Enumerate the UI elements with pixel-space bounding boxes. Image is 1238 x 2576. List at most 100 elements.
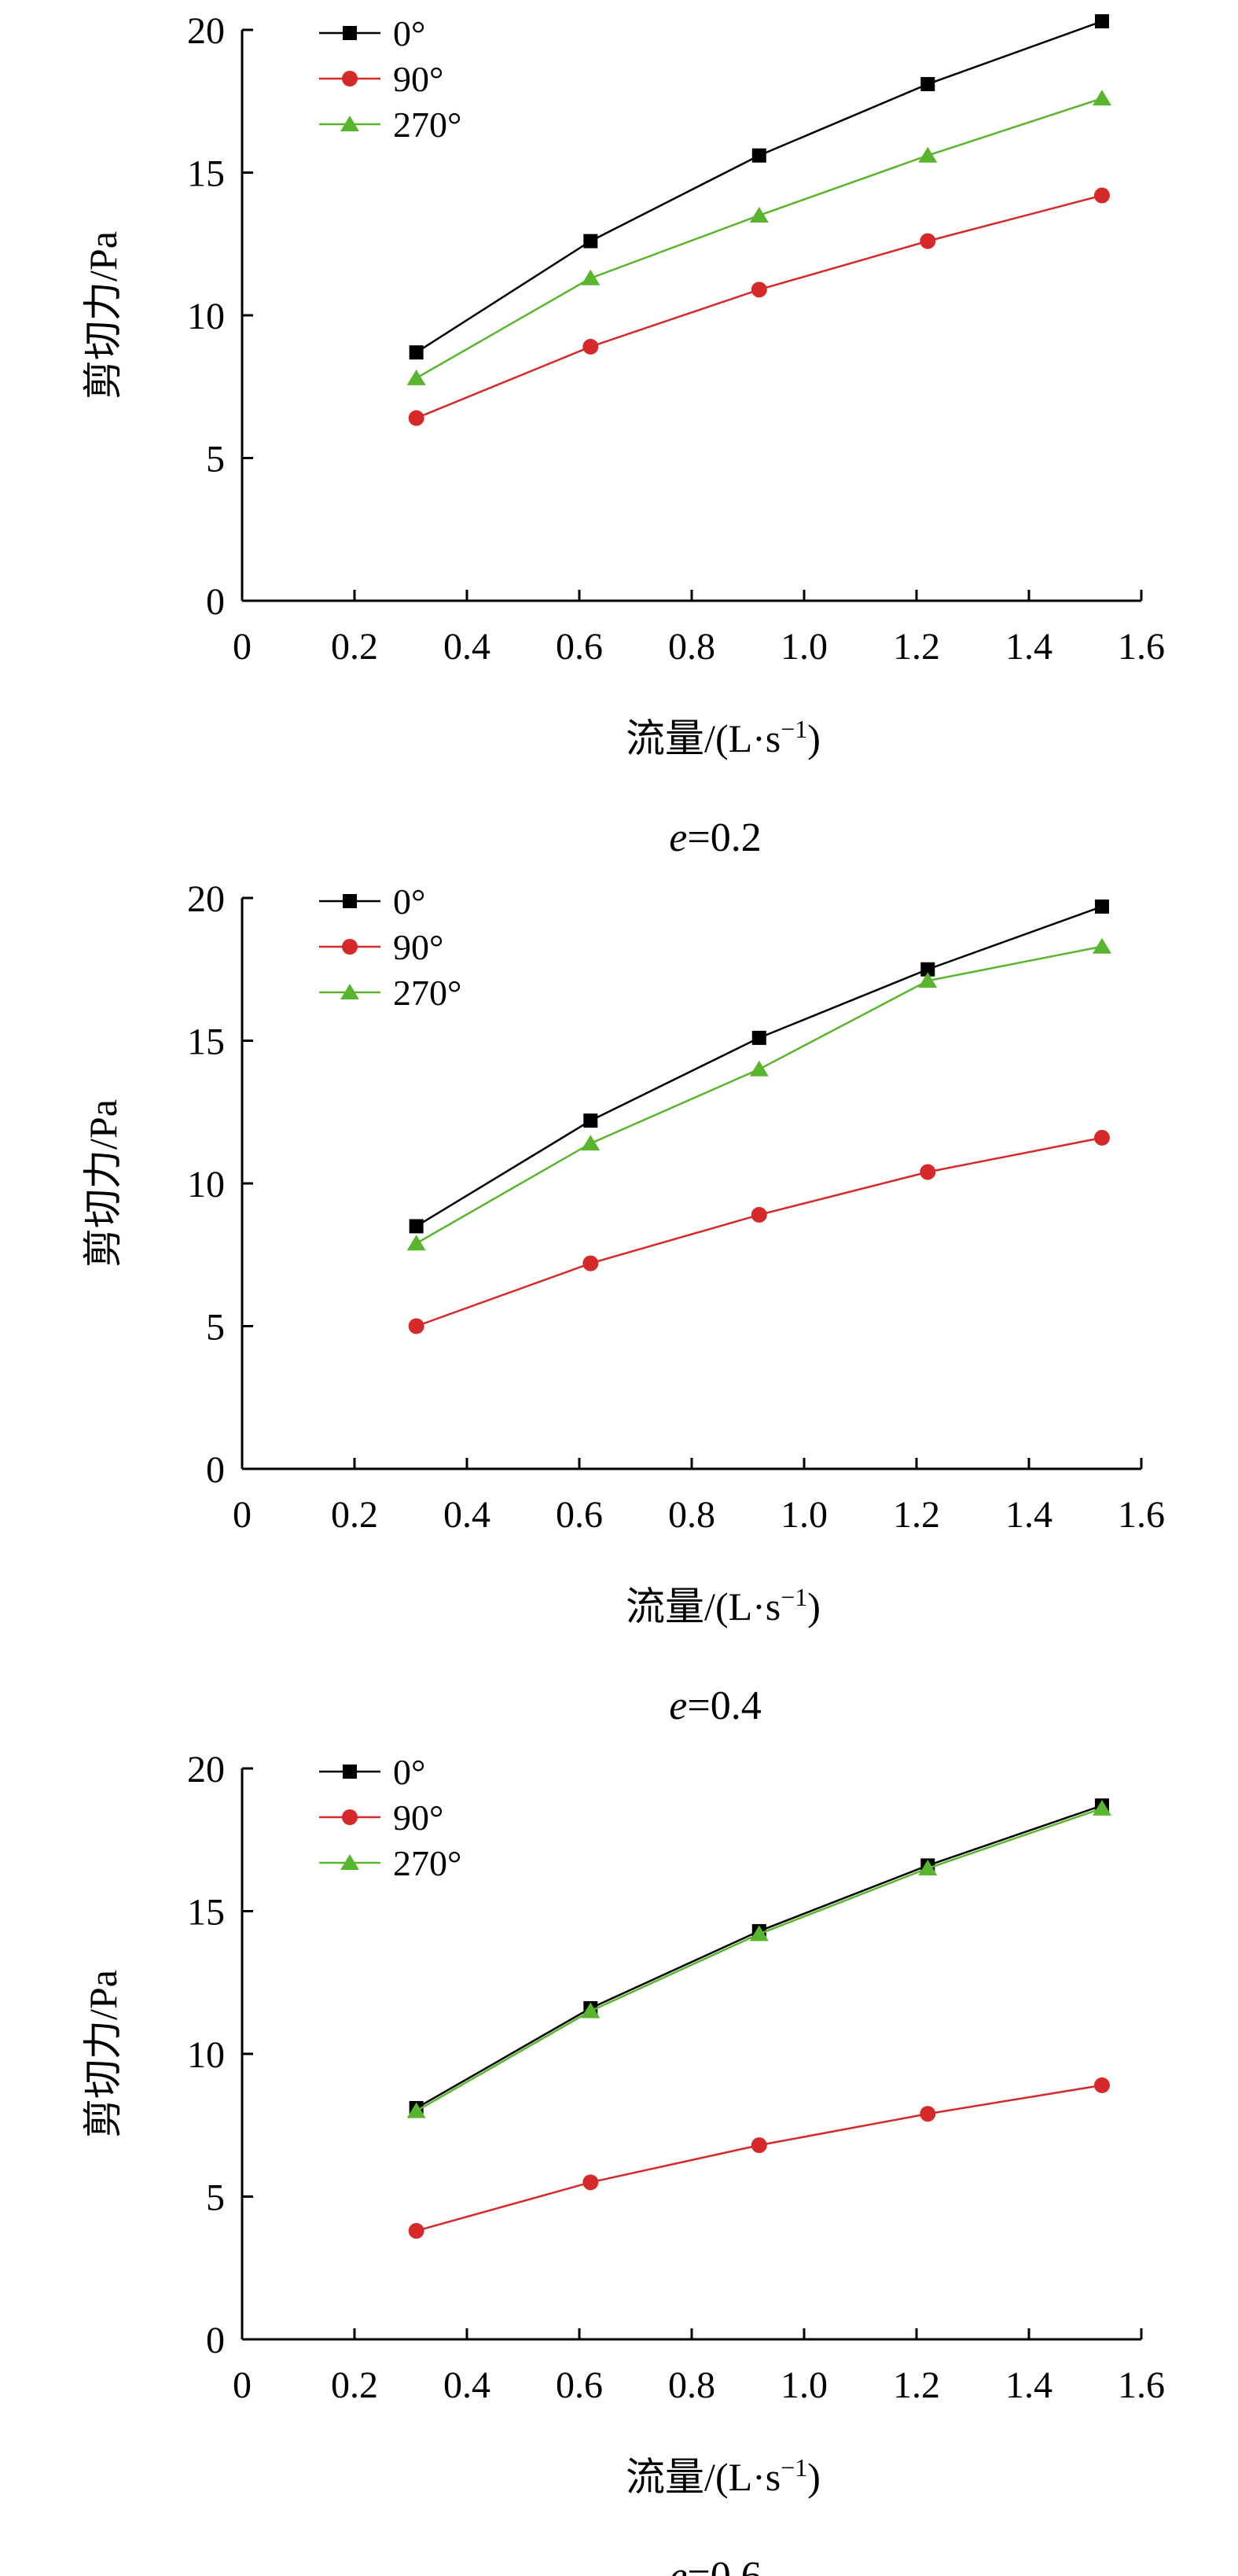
series-line bbox=[415, 20, 1103, 354]
legend-label: 0° bbox=[393, 1752, 425, 1792]
x-tick-label: 0.2 bbox=[331, 2364, 378, 2406]
data-point bbox=[1093, 2077, 1110, 2093]
chart-panel-2: 0 5 10 15 20 0 0.2 0.4 0.6 0.8 1.0 1.2 1.4 1.6 剪切力/Pa 流… bbox=[81, 878, 1165, 1728]
data-point bbox=[749, 206, 769, 223]
x-tick-label: 1.6 bbox=[1118, 1494, 1165, 1536]
x-tick-label: 1.4 bbox=[1005, 1494, 1052, 1536]
x-tick-label: 0.4 bbox=[443, 2364, 490, 2406]
data-point bbox=[582, 1255, 599, 1271]
legend-label: 270° bbox=[393, 1843, 461, 1883]
data-point bbox=[1092, 1799, 1111, 1816]
legend-marker bbox=[340, 984, 359, 999]
data-point bbox=[582, 338, 599, 355]
series-line bbox=[416, 1807, 1103, 2112]
y-axis-title: 剪切力/Pa bbox=[81, 1970, 125, 2138]
y-tick-label: 10 bbox=[187, 1164, 225, 1205]
data-point bbox=[582, 2174, 599, 2191]
y-tick-label: 20 bbox=[187, 10, 225, 52]
y-tick-label: 20 bbox=[187, 1749, 225, 1790]
y-axis-title: 剪切力/Pa bbox=[81, 231, 125, 399]
x-tick-label: 1.2 bbox=[893, 2364, 940, 2406]
series-line bbox=[416, 1136, 1103, 1327]
data-point bbox=[751, 282, 767, 298]
x-tick-label: 1.2 bbox=[893, 626, 940, 668]
x-tick-label: 1.6 bbox=[1118, 626, 1165, 668]
series-0 bbox=[409, 14, 1109, 360]
x-tick-label: 0.6 bbox=[556, 626, 603, 668]
legend: 0° 90° 270° bbox=[319, 1752, 461, 1883]
series-2 bbox=[406, 937, 1111, 1251]
x-tick-label: 0 bbox=[233, 1494, 252, 1536]
x-axis-title: 流量/(L·s−1) bbox=[626, 1583, 821, 1628]
y-tick-label: 15 bbox=[187, 153, 225, 195]
data-point bbox=[749, 1925, 769, 1941]
data-point bbox=[1092, 90, 1111, 106]
series-line bbox=[416, 1805, 1103, 2110]
data-point bbox=[406, 369, 426, 385]
data-point bbox=[406, 1235, 426, 1251]
legend-marker bbox=[342, 939, 358, 955]
x-tick-label: 0.8 bbox=[668, 1494, 715, 1536]
y-tick-label: 10 bbox=[187, 296, 225, 337]
x-tick-label: 0.8 bbox=[668, 626, 715, 668]
panel-caption: e=0.4 bbox=[669, 1684, 761, 1728]
y-tick-label: 5 bbox=[206, 1307, 225, 1349]
data-point bbox=[408, 2223, 424, 2239]
y-tick-label: 20 bbox=[187, 878, 225, 920]
legend-marker bbox=[343, 26, 357, 40]
data-point bbox=[581, 2002, 601, 2018]
legend-label: 270° bbox=[393, 105, 461, 145]
data-point bbox=[920, 2106, 936, 2122]
data-point bbox=[918, 146, 938, 163]
series-line bbox=[416, 2084, 1103, 2232]
data-point bbox=[749, 1060, 769, 1076]
x-tick-label: 1.2 bbox=[893, 1494, 940, 1536]
data-point bbox=[1094, 899, 1109, 914]
x-tick-label: 1.0 bbox=[781, 1494, 828, 1536]
legend: 0° 90° 270° bbox=[319, 881, 461, 1013]
data-point bbox=[918, 972, 938, 988]
legend-label: 90° bbox=[393, 59, 443, 99]
data-point bbox=[1094, 14, 1109, 29]
y-tick-label: 15 bbox=[187, 1892, 225, 1934]
series-line bbox=[416, 194, 1103, 419]
x-tick-label: 0.8 bbox=[668, 2364, 715, 2406]
x-tick-label: 1.4 bbox=[1005, 2364, 1052, 2406]
x-tick-label: 1.0 bbox=[781, 2364, 828, 2406]
data-point bbox=[581, 269, 601, 285]
data-point bbox=[581, 1135, 601, 1151]
legend-marker bbox=[342, 1809, 358, 1825]
data-point bbox=[751, 1206, 767, 1223]
y-tick-label: 5 bbox=[206, 2177, 225, 2219]
x-tick-label: 0.2 bbox=[331, 1494, 378, 1536]
x-tick-label: 1.6 bbox=[1118, 2364, 1165, 2406]
series-1 bbox=[408, 2077, 1110, 2239]
data-point bbox=[583, 234, 598, 248]
series-0 bbox=[409, 1798, 1109, 2115]
data-point bbox=[583, 1113, 598, 1128]
legend-marker bbox=[342, 71, 358, 86]
y-tick-label: 0 bbox=[206, 581, 225, 623]
data-point bbox=[408, 410, 424, 426]
legend-marker bbox=[340, 116, 359, 131]
legend-marker bbox=[340, 1854, 359, 1870]
series-2 bbox=[406, 90, 1111, 385]
legend-marker bbox=[343, 894, 357, 908]
data-point bbox=[1093, 1129, 1110, 1146]
data-point bbox=[1092, 937, 1111, 954]
x-tick-label: 0.6 bbox=[556, 2364, 603, 2406]
data-point bbox=[751, 148, 766, 163]
panel-caption: e=0.6 bbox=[669, 2554, 761, 2576]
data-point bbox=[409, 345, 424, 360]
data-point bbox=[751, 2137, 767, 2154]
series-2 bbox=[406, 1799, 1111, 2118]
legend-marker bbox=[343, 1765, 357, 1779]
series-line bbox=[416, 945, 1103, 1245]
x-tick-label: 0.4 bbox=[443, 1494, 490, 1536]
x-tick-label: 1.0 bbox=[781, 626, 828, 668]
data-point bbox=[920, 962, 935, 977]
x-tick-label: 1.4 bbox=[1005, 626, 1052, 668]
legend-label: 0° bbox=[393, 13, 425, 53]
data-point bbox=[918, 1860, 938, 1876]
